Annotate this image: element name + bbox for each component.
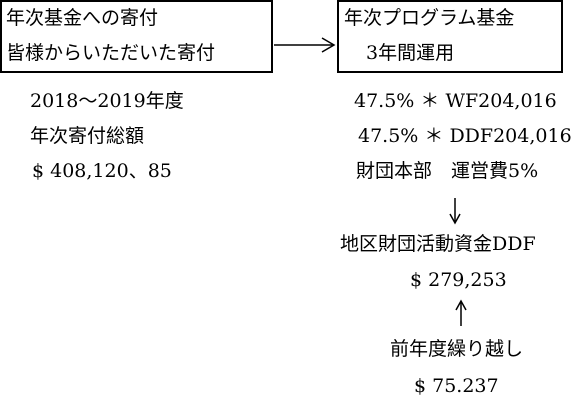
detail: 年次寄付総額	[30, 125, 145, 147]
carryover-amount: $ 75.237	[414, 375, 499, 397]
detail: 財団本部 運営費5%	[356, 160, 539, 182]
arrow-head	[449, 213, 461, 225]
fund-amount: $ 279,253	[410, 269, 507, 291]
box-line: 3年間運用	[366, 42, 455, 64]
detail: 47.5% ＊ DDF204,016	[358, 125, 572, 147]
detail: 47.5% ＊ WF204,016	[354, 90, 557, 112]
box-line: 年次基金への寄付	[6, 7, 159, 29]
fund-label: 地区財団活動資金DDF	[340, 233, 536, 255]
detail: $ 408,120、85	[32, 160, 172, 182]
arrow-head	[321, 37, 336, 53]
box-line: 年次プログラム基金	[344, 7, 515, 29]
source-box	[0, 0, 273, 73]
box-line: 皆様からいただいた寄付	[6, 42, 216, 64]
detail: 2018～2019年度	[30, 90, 184, 112]
arrow-head	[455, 299, 467, 311]
carryover-label: 前年度繰り越し	[390, 338, 524, 360]
target-box	[337, 0, 563, 73]
